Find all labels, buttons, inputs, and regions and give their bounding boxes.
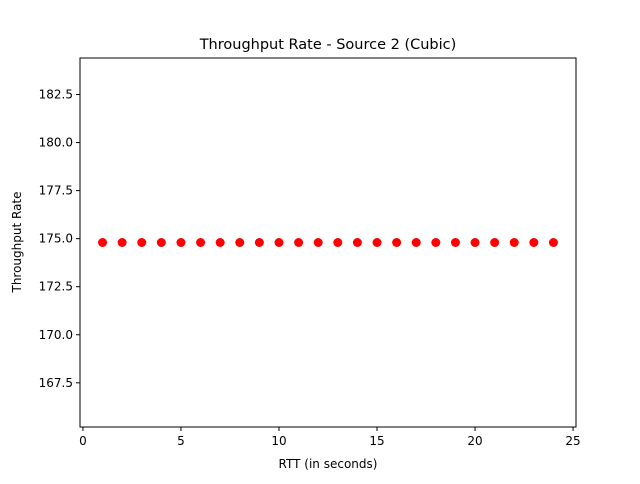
y-tick-label: 182.5 (39, 88, 73, 102)
data-point (470, 238, 480, 247)
data-point (548, 238, 558, 247)
x-tick-label: 15 (369, 434, 384, 448)
chart-title: Throughput Rate - Source 2 (Cubic) (199, 37, 457, 53)
data-point (254, 238, 264, 247)
x-tick-label: 5 (177, 434, 185, 448)
data-point (235, 238, 245, 247)
x-tick-label: 10 (271, 434, 286, 448)
y-axis-ticks: 167.5 170.0 172.5 175.0 177.5 180.0 182.5 (39, 88, 80, 390)
x-tick-label: 20 (467, 434, 482, 448)
data-point (411, 238, 421, 247)
data-points (98, 238, 558, 247)
data-point (509, 238, 519, 247)
y-tick-label: 175.0 (39, 232, 73, 246)
data-point (450, 238, 460, 247)
y-tick-label: 180.0 (39, 136, 73, 150)
x-axis-label: RTT (in seconds) (279, 457, 378, 471)
data-point (98, 238, 108, 247)
y-tick-label: 177.5 (39, 184, 73, 198)
plot-area-frame (79, 57, 577, 428)
data-point (529, 238, 539, 247)
data-point (372, 238, 382, 247)
data-point (156, 238, 166, 247)
data-point (333, 238, 343, 247)
data-point (137, 238, 147, 247)
data-point (431, 238, 441, 247)
data-point (352, 238, 362, 247)
data-point (196, 238, 206, 247)
data-point (176, 238, 186, 247)
x-tick-label: 25 (565, 434, 580, 448)
x-axis-ticks: 0 5 10 15 20 25 (79, 427, 581, 448)
data-point (117, 238, 127, 247)
data-point (274, 238, 284, 247)
data-point (490, 238, 500, 247)
data-point (392, 238, 402, 247)
y-tick-label: 167.5 (39, 376, 73, 390)
data-point (215, 238, 225, 247)
data-point (313, 238, 323, 247)
data-point (294, 238, 304, 247)
y-tick-label: 172.5 (39, 280, 73, 294)
x-tick-label: 0 (79, 434, 87, 448)
y-axis-label: Throughput Rate (10, 191, 24, 293)
y-tick-label: 170.0 (39, 328, 73, 342)
